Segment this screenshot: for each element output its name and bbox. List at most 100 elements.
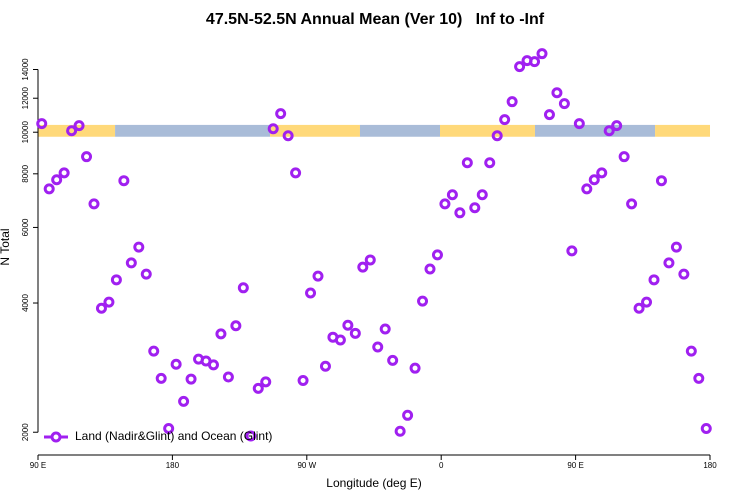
data-point xyxy=(678,268,690,280)
data-point xyxy=(663,257,675,269)
data-point xyxy=(282,130,294,142)
data-point xyxy=(267,123,279,135)
legend-marker xyxy=(50,431,62,443)
data-point xyxy=(394,425,406,437)
data-point xyxy=(215,328,227,340)
data-point xyxy=(543,109,555,121)
data-point xyxy=(73,120,85,132)
data-point xyxy=(81,151,93,163)
data-point xyxy=(641,296,653,308)
data-point xyxy=(469,202,481,214)
data-point xyxy=(66,125,78,137)
data-point xyxy=(237,282,249,294)
data-point xyxy=(252,382,264,394)
data-point xyxy=(297,374,309,386)
data-point xyxy=(685,345,697,357)
data-point xyxy=(693,372,705,384)
data-point xyxy=(618,151,630,163)
data-point xyxy=(603,125,615,137)
x-axis-label: Longitude (deg E) xyxy=(326,476,421,490)
data-point xyxy=(125,257,137,269)
data-point xyxy=(178,395,190,407)
data-point xyxy=(529,56,541,68)
data-point xyxy=(551,87,563,99)
data-point xyxy=(372,341,384,353)
data-point xyxy=(342,319,354,331)
data-point xyxy=(290,167,302,179)
x-tick-label: 180 xyxy=(703,461,717,470)
data-point xyxy=(51,174,63,186)
data-point xyxy=(364,254,376,266)
data-point xyxy=(357,261,369,273)
y-tick-label: 12000 xyxy=(21,87,30,110)
x-tick-label: 90 E xyxy=(567,461,583,470)
data-point xyxy=(110,274,122,286)
data-point xyxy=(207,359,219,371)
data-point xyxy=(439,198,451,210)
surface-band-segment xyxy=(115,124,271,137)
data-point xyxy=(499,114,511,126)
data-point xyxy=(611,120,623,132)
data-point xyxy=(596,167,608,179)
data-point xyxy=(43,183,55,195)
data-point xyxy=(387,354,399,366)
data-point xyxy=(417,295,429,307)
data-point xyxy=(670,241,682,253)
data-point xyxy=(275,108,287,120)
data-point xyxy=(305,287,317,299)
data-point xyxy=(312,270,324,282)
data-point xyxy=(334,334,346,346)
data-point xyxy=(148,345,160,357)
data-point xyxy=(140,268,152,280)
data-point xyxy=(245,430,257,442)
data-point xyxy=(431,249,443,261)
data-point xyxy=(222,371,234,383)
data-point xyxy=(648,274,660,286)
data-point xyxy=(402,409,414,421)
data-point xyxy=(655,175,667,187)
data-point xyxy=(536,48,548,60)
surface-band-segment xyxy=(655,124,710,137)
x-tick-label: 180 xyxy=(166,461,180,470)
y-tick-label: 10000 xyxy=(21,121,30,144)
data-point xyxy=(491,130,503,142)
data-point xyxy=(626,198,638,210)
y-tick-label: 2000 xyxy=(21,423,30,441)
surface-band-segment xyxy=(270,124,360,137)
legend-label: Land (Nadir&Glint) and Ocean (Glint) xyxy=(75,429,272,443)
data-point xyxy=(379,323,391,335)
x-tick-label: 0 xyxy=(439,461,444,470)
data-point xyxy=(514,61,526,73)
data-point xyxy=(103,296,115,308)
data-point xyxy=(133,241,145,253)
data-point xyxy=(476,189,488,201)
data-point xyxy=(349,327,361,339)
y-axis-label: N Total xyxy=(0,228,12,265)
data-point xyxy=(446,189,458,201)
surface-band-segment xyxy=(359,124,441,137)
data-point xyxy=(185,373,197,385)
data-point xyxy=(633,302,645,314)
data-point xyxy=(700,423,712,435)
data-point xyxy=(319,360,331,372)
y-tick-label: 4000 xyxy=(21,294,30,312)
data-point xyxy=(566,245,578,257)
data-point xyxy=(95,302,107,314)
data-point xyxy=(558,98,570,110)
data-point xyxy=(118,175,130,187)
data-point xyxy=(230,320,242,332)
data-point xyxy=(170,358,182,370)
data-point xyxy=(506,96,518,108)
data-point xyxy=(260,376,272,388)
data-point xyxy=(424,263,436,275)
surface-band-segment xyxy=(534,124,656,137)
surface-band-segment xyxy=(440,124,535,137)
y-tick-label: 14000 xyxy=(21,58,30,81)
data-point xyxy=(573,118,585,130)
chart-title: 47.5N-52.5N Annual Mean (Ver 10) Inf to … xyxy=(206,11,545,28)
y-tick-label: 8000 xyxy=(21,164,30,182)
data-point xyxy=(36,118,48,130)
data-point xyxy=(58,167,70,179)
data-point xyxy=(155,372,167,384)
